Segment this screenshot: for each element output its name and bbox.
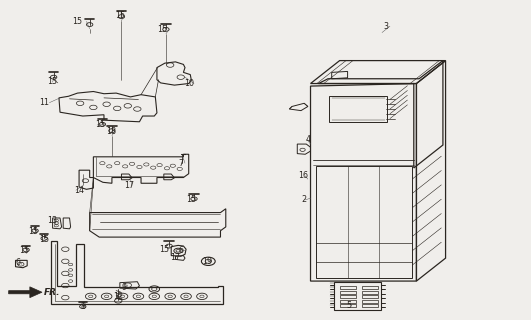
- Polygon shape: [8, 287, 42, 298]
- Text: 5: 5: [347, 301, 352, 310]
- Bar: [329, 96, 387, 122]
- Bar: [340, 291, 356, 294]
- Text: 7: 7: [178, 159, 183, 168]
- Text: 15: 15: [159, 245, 169, 254]
- Bar: [340, 286, 356, 289]
- Text: 6: 6: [15, 258, 20, 267]
- Bar: [362, 291, 378, 294]
- Text: 15: 15: [29, 227, 39, 236]
- Text: 12: 12: [113, 292, 123, 301]
- Text: 2: 2: [301, 195, 306, 204]
- Text: FR.: FR.: [44, 288, 61, 297]
- Text: 17: 17: [170, 253, 181, 262]
- Bar: [340, 304, 356, 307]
- Text: 10: 10: [184, 79, 194, 88]
- Text: 15: 15: [95, 120, 105, 130]
- Bar: [362, 300, 378, 303]
- Text: 8: 8: [80, 302, 85, 311]
- Bar: [362, 286, 378, 289]
- Text: 17: 17: [124, 181, 134, 190]
- Text: 15: 15: [157, 25, 167, 34]
- Text: 13: 13: [48, 216, 57, 225]
- Text: 15: 15: [115, 11, 125, 20]
- Bar: [340, 295, 356, 298]
- Bar: [340, 300, 356, 303]
- Text: 14: 14: [74, 186, 84, 195]
- Text: 4: 4: [305, 135, 310, 144]
- Text: 18: 18: [106, 127, 116, 136]
- Text: 15: 15: [186, 195, 196, 204]
- Text: 9: 9: [121, 283, 126, 292]
- Text: 15: 15: [20, 246, 30, 255]
- Text: 3: 3: [384, 22, 389, 31]
- Text: 15: 15: [48, 77, 58, 86]
- Text: 15: 15: [39, 235, 49, 244]
- Text: 11: 11: [39, 98, 49, 107]
- Bar: [362, 304, 378, 307]
- Text: 15: 15: [72, 17, 82, 26]
- Text: 6: 6: [178, 246, 183, 255]
- Text: 19: 19: [202, 257, 212, 266]
- Bar: [362, 295, 378, 298]
- Text: 16: 16: [298, 172, 309, 180]
- Bar: [335, 282, 381, 310]
